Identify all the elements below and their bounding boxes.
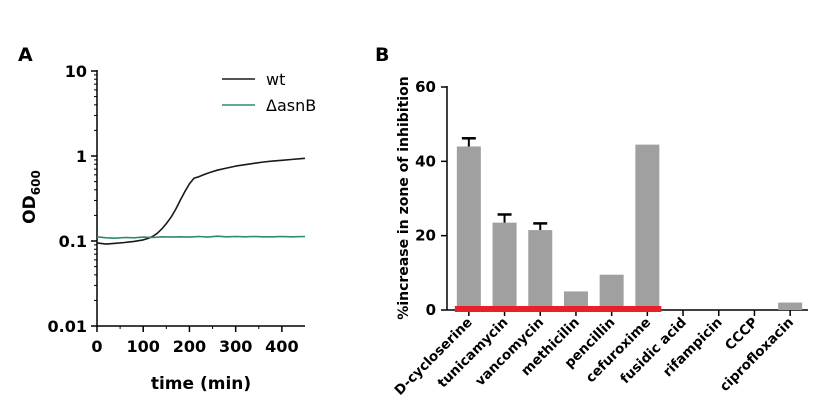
x-tick-label-a: 100 — [127, 337, 160, 356]
panel-b-label: B — [375, 44, 389, 66]
x-axis-label-a: time (min) — [151, 374, 251, 394]
y-axis-label-a: OD600 — [20, 170, 43, 224]
y-axis-label-a-main: OD — [20, 195, 40, 224]
panel-b-chart: 0 20 40 60 D-cycloserinetunicamycinvancomyc… — [392, 76, 808, 399]
y-tick-label-b: 40 — [415, 152, 436, 170]
panel-a-label: A — [18, 44, 33, 66]
baseline-highlight — [454, 306, 662, 312]
panel-b-bars — [454, 137, 803, 312]
bar-ciprofloxacin — [778, 302, 803, 310]
y-tick-label-b: 20 — [415, 227, 436, 245]
series-line-asnb — [96, 235, 306, 239]
series-line-wt — [96, 157, 306, 245]
panel-a-axes: 10 1 0.1 0.010 100 200 300 400 — [48, 62, 305, 356]
y-tick-label-a: 0.1 — [59, 232, 87, 251]
y-tick-label-b: 60 — [415, 78, 436, 96]
bar-pencillin — [599, 274, 624, 310]
y-axis-label-a-subscript: 600 — [29, 170, 43, 195]
x-tick-label-a: 300 — [219, 337, 252, 356]
bar-tunicamycin — [492, 222, 517, 310]
panel-a-legend: wt ΔasnB — [222, 70, 316, 115]
x-tick-label-a: 200 — [173, 337, 206, 356]
bar-d-cycloserine — [456, 146, 481, 310]
y-tick-label-a: 0.01 — [48, 317, 87, 336]
panel-a-series — [96, 157, 306, 245]
legend-label-dasnb: ΔasnB — [266, 96, 316, 115]
panel-a-chart: 10 1 0.1 0.010 100 200 300 400 wt ΔasnB time (m… — [20, 62, 316, 394]
bar-methicilin — [563, 291, 588, 310]
legend-label-wt: wt — [266, 70, 285, 89]
bar-vancomycin — [528, 230, 553, 310]
y-axis-label-b: %increase in zone of inhibition — [396, 76, 412, 319]
bar-cefuroxime — [635, 144, 660, 310]
panel-b-category-labels: D-cycloserinetunicamycinvancomycinmethic… — [392, 314, 797, 398]
x-tick-label-a: 0 — [91, 337, 102, 356]
y-tick-label-b: 0 — [426, 301, 436, 319]
x-tick-label-a: 400 — [265, 337, 298, 356]
y-tick-label-a: 10 — [65, 62, 87, 81]
y-tick-label-a: 1 — [76, 147, 87, 166]
